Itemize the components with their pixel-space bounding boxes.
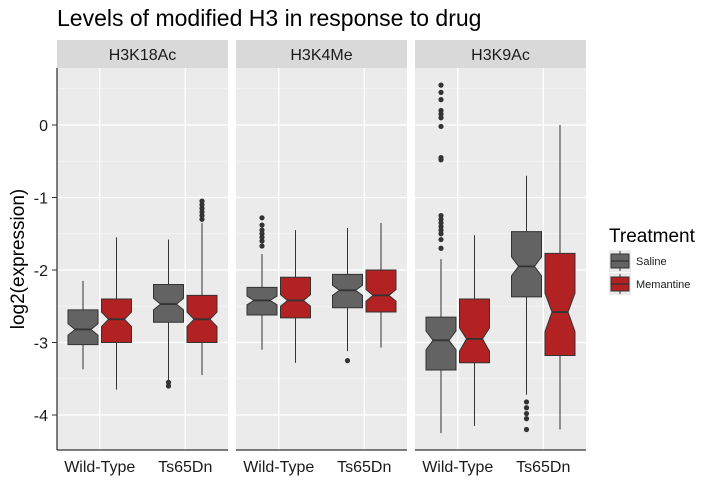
box-ts65dn-saline [332,227,364,364]
x-tick-label: Wild-Type [64,459,135,476]
outlier-point [259,231,265,237]
box-wild-type-memantine [458,235,490,426]
facet-strip-label: H3K18Ac [109,47,177,64]
legend-item-saline: Saline [609,250,667,272]
x-tick-label: Ts65Dn [516,459,570,476]
outlier-point [259,215,265,221]
y-tick-label: -1 [34,191,48,208]
y-tick-label: 0 [39,118,48,135]
box-body [67,309,99,346]
box-body [100,298,132,343]
outlier-point [438,97,444,103]
x-tick-label: Ts65Dn [337,459,391,476]
outlier-point [523,426,530,433]
outlier-point [199,205,205,211]
box-ts65dn-memantine [365,222,397,348]
outlier-point [438,236,444,243]
box-body [458,298,490,364]
box-wild-type-saline [67,280,99,370]
facet-panel-h3k9ac: H3K9Ac Wild-Type Ts65Dn [415,40,586,476]
box-wild-type-memantine [279,230,311,363]
box-wild-type-memantine [100,237,132,390]
chart-title: Levels of modified H3 in response to dru… [57,5,481,31]
outlier-point [199,209,205,215]
box-wild-type-saline [246,215,278,350]
outlier-point [438,111,444,117]
box-body [511,231,543,298]
x-tick-label: Wild-Type [422,459,493,476]
outlier-point [259,238,265,244]
outlier-point [438,213,444,219]
outlier-point [438,231,444,237]
outlier-point [438,82,444,88]
box-ts65dn-memantine [186,198,218,376]
y-tick-label: -2 [34,263,48,280]
outlier-point [438,107,444,114]
outlier-point [438,89,444,95]
outlier-point [523,416,530,422]
outlier-point [344,358,351,364]
outlier-point [438,227,444,233]
box-body [425,316,457,371]
panel-background [236,68,407,450]
box-body [544,252,576,357]
x-tick-label: Ts65Dn [158,459,212,476]
facet-panels: H3K18Ac Wild-Type Ts65Dn H3K4Me Wild-Type Ts6… [57,40,586,476]
outlier-point [438,245,444,251]
outlier-point [165,383,172,389]
outlier-point [523,410,530,417]
outlier-point [523,405,530,411]
facet-strip [57,40,228,68]
outlier-point [199,213,205,219]
outlier-point [438,123,444,130]
outlier-point [259,222,265,228]
x-tick-label: Wild-Type [243,459,314,476]
facet-strip-label: H3K4Me [290,47,352,64]
outlier-point [438,220,444,226]
outlier-point [523,399,530,405]
outlier-point [438,216,444,222]
facet-panel-h3k4me: H3K4Me Wild-Type Ts65Dn [236,40,407,476]
facet-strip [415,40,586,68]
facet-strip [236,40,407,68]
facet-panel-h3k18ac: H3K18Ac Wild-Type Ts65Dn [57,40,228,476]
y-axis: 0 -1 -2 -3 -4 [34,68,586,451]
box-ts65dn-saline [511,175,543,433]
legend-label: Memantine [636,279,690,291]
box-body [279,276,311,319]
panel-background [57,68,228,450]
outlier-point [259,227,265,233]
legend: Treatment Saline Memantine [609,226,696,295]
outlier-point [259,243,265,249]
y-tick-label: -4 [34,408,48,425]
outlier-point [259,234,265,240]
y-tick-label: -3 [34,336,48,353]
box-wild-type-saline [425,82,457,434]
legend-label: Saline [636,256,667,268]
legend-item-memantine: Memantine [609,273,690,295]
outlier-point [165,379,172,385]
box-body [365,269,397,313]
outlier-point [438,157,444,163]
outlier-point [199,202,205,208]
outlier-point [438,223,444,230]
legend-title: Treatment [609,226,696,247]
box-ts65dn-memantine [544,125,576,430]
y-axis-title: log2(expression) [8,189,29,329]
outlier-point [438,115,444,121]
outlier-point [199,216,205,222]
outlier-point [199,198,205,204]
box-ts65dn-saline [153,239,185,389]
facet-strip-label: H3K9Ac [471,47,530,64]
